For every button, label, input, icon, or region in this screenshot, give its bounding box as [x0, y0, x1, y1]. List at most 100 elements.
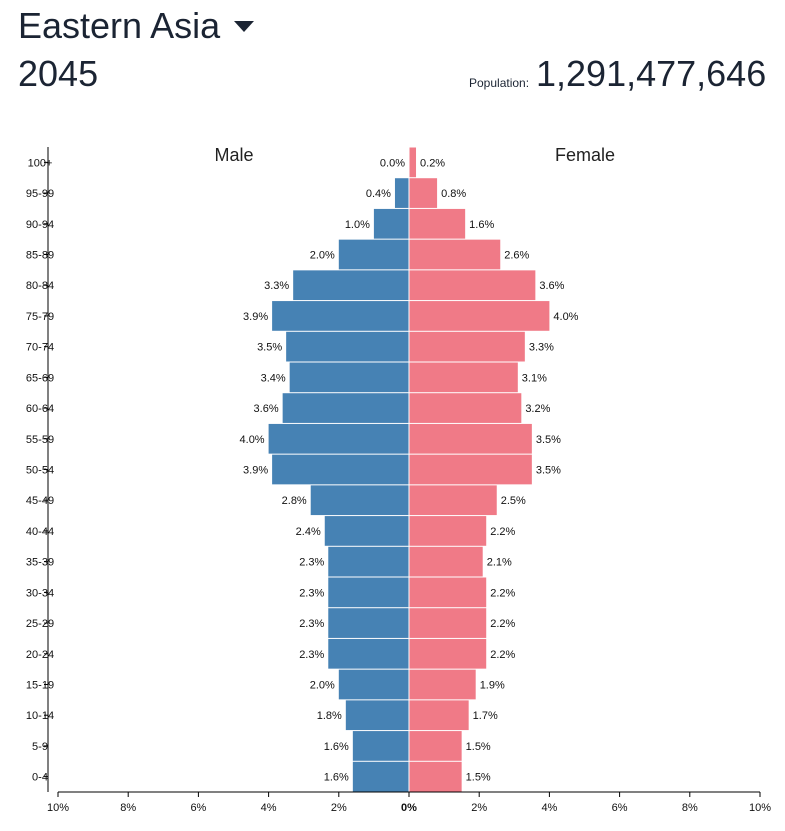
age-group-label: 70-74 — [26, 342, 54, 354]
age-group-label: 80-84 — [26, 280, 54, 292]
female-value-label: 0.8% — [441, 188, 466, 200]
male-bar — [328, 577, 409, 608]
x-tick-label: 10% — [47, 802, 69, 814]
female-series-label: Female — [555, 145, 615, 165]
age-group-label: 55-59 — [26, 434, 54, 446]
female-value-label: 1.7% — [473, 710, 498, 722]
male-bar — [310, 485, 409, 516]
caret-down-icon[interactable] — [234, 20, 255, 32]
female-value-label: 3.2% — [525, 403, 550, 415]
age-group-label: 65-69 — [26, 372, 54, 384]
female-bar — [409, 208, 466, 239]
age-group-label: 40-44 — [26, 526, 54, 538]
x-tick-label: 8% — [682, 802, 698, 814]
female-value-label: 3.5% — [536, 434, 561, 446]
female-value-label: 4.0% — [553, 311, 578, 323]
x-tick-label: 6% — [190, 802, 206, 814]
male-value-label: 3.3% — [264, 280, 289, 292]
female-value-label: 2.1% — [487, 557, 512, 569]
age-group-label: 45-49 — [26, 495, 54, 507]
female-bar — [409, 546, 483, 577]
age-group-label: 60-64 — [26, 403, 54, 415]
male-value-label: 2.3% — [299, 618, 324, 630]
age-group-label: 35-39 — [26, 557, 54, 569]
male-series-label: Male — [214, 145, 253, 165]
female-bar — [409, 761, 462, 792]
male-bar — [282, 393, 409, 423]
male-bar — [272, 454, 409, 485]
male-bar — [272, 301, 409, 331]
female-bar — [409, 731, 462, 761]
male-value-label: 3.5% — [257, 342, 282, 354]
female-bar — [409, 301, 550, 331]
male-bar — [328, 608, 409, 638]
x-tick-label: 4% — [261, 802, 277, 814]
male-value-label: 3.9% — [243, 311, 268, 323]
male-bar — [352, 761, 409, 792]
female-bar — [409, 393, 522, 423]
female-value-label: 1.9% — [480, 680, 505, 692]
female-value-label: 3.6% — [539, 280, 564, 292]
male-bar — [268, 423, 409, 454]
female-bar — [409, 669, 476, 700]
year-label: 2045 — [18, 53, 99, 94]
female-bar — [409, 423, 532, 454]
female-value-label: 2.5% — [501, 495, 526, 507]
age-group-label: 90-94 — [26, 219, 54, 231]
female-bar — [409, 454, 532, 485]
age-group-label: 15-19 — [26, 680, 54, 692]
population-label: Population: — [469, 76, 530, 90]
female-bar — [409, 270, 536, 301]
female-value-label: 0.2% — [420, 157, 445, 169]
age-group-label: 100+ — [28, 157, 53, 169]
age-group-label: 10-14 — [26, 710, 54, 722]
population-value: 1,291,477,646 — [536, 53, 767, 94]
male-value-label: 1.6% — [324, 772, 349, 784]
male-value-label: 2.0% — [310, 250, 335, 262]
male-value-label: 2.4% — [296, 526, 321, 538]
x-tick-label: 2% — [331, 802, 347, 814]
female-value-label: 1.5% — [466, 772, 491, 784]
female-value-label: 3.3% — [529, 342, 554, 354]
x-tick-label: 4% — [541, 802, 557, 814]
x-tick-label: 2% — [471, 802, 487, 814]
male-value-label: 4.0% — [240, 434, 265, 446]
region-selector[interactable]: Eastern Asia — [18, 4, 255, 48]
female-value-label: 2.2% — [490, 587, 515, 599]
male-bar — [293, 270, 409, 301]
female-value-label: 2.2% — [490, 618, 515, 630]
male-bar — [286, 331, 409, 362]
male-value-label: 3.6% — [254, 403, 279, 415]
age-group-label: 20-24 — [26, 649, 54, 661]
female-value-label: 1.5% — [466, 741, 491, 753]
male-value-label: 1.0% — [345, 219, 370, 231]
age-group-label: 5-9 — [32, 741, 48, 753]
region-title: Eastern Asia — [18, 5, 221, 46]
male-bar — [338, 239, 409, 270]
male-bar — [324, 516, 409, 546]
male-value-label: 2.3% — [299, 587, 324, 599]
x-tick-label: 6% — [612, 802, 628, 814]
female-bar — [409, 362, 518, 393]
female-bar — [409, 239, 501, 270]
male-bar — [338, 669, 409, 700]
female-value-label: 1.6% — [469, 219, 494, 231]
female-bar — [409, 147, 417, 178]
female-bar — [409, 178, 438, 208]
female-bar — [409, 700, 469, 731]
male-value-label: 3.4% — [261, 372, 286, 384]
x-tick-label: 10% — [749, 802, 771, 814]
male-value-label: 2.3% — [299, 649, 324, 661]
male-bar — [394, 178, 409, 208]
age-group-label: 85-89 — [26, 250, 54, 262]
male-value-label: 2.3% — [299, 557, 324, 569]
x-tick-label: 0% — [401, 802, 417, 814]
age-group-label: 0-4 — [32, 772, 48, 784]
female-value-label: 2.2% — [490, 526, 515, 538]
x-tick-label: 8% — [120, 802, 136, 814]
female-bar — [409, 577, 487, 608]
male-value-label: 3.9% — [243, 465, 268, 477]
male-value-label: 2.0% — [310, 680, 335, 692]
female-bar — [409, 485, 497, 516]
